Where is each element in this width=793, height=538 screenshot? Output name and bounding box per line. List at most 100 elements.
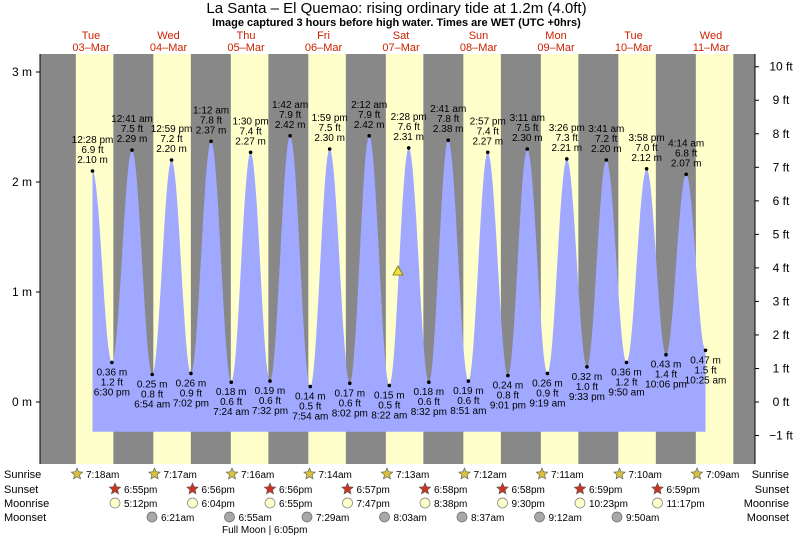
tide-extreme-point (367, 134, 371, 138)
extreme-m-label: 2.10 m (77, 155, 108, 166)
sunrise-icon (458, 467, 471, 480)
moonset-icon (456, 511, 468, 523)
sunrise-icon (225, 467, 239, 480)
sunrise-row-label-right: Sunrise (752, 469, 789, 481)
sunset-row-label-right: Sunset (755, 484, 789, 496)
sunrise-time: 7:18am (86, 470, 119, 481)
moonset-time: 8:37am (471, 513, 504, 524)
sunrise-row-label: Sunrise (4, 469, 41, 481)
extreme-time-label: 1:42 am (272, 100, 308, 111)
tide-extreme-point (485, 150, 490, 155)
extreme-time-label: 2:57 pm (470, 116, 506, 127)
tide-extreme-point (288, 134, 292, 138)
extreme-m-label: 0.32 m (572, 372, 603, 383)
day-of-week-label: Thu (237, 30, 256, 42)
extreme-m-label: 2.42 m (354, 120, 385, 131)
extreme-ft-label: 0.6 ft (418, 397, 440, 408)
day-of-week-label: Mon (545, 30, 566, 42)
moonrise-time: 6:55pm (279, 499, 312, 510)
extreme-m-label: 2.20 m (156, 144, 187, 155)
tide-extreme-point (268, 379, 272, 383)
full-moon-label: Full Moon | 6:05pm (222, 525, 307, 536)
date-label: 10–Mar (615, 42, 653, 54)
extreme-time-label: 9:50 am (608, 387, 644, 398)
extreme-m-label: 2.27 m (235, 136, 266, 147)
extreme-m-label: 2.31 m (393, 132, 424, 143)
extreme-m-label: 2.29 m (117, 134, 148, 145)
extreme-m-label: 0.47 m (690, 355, 721, 366)
extreme-m-label: 0.19 m (453, 386, 484, 397)
tide-extreme-point (644, 167, 649, 171)
tide-extreme-point (506, 373, 510, 378)
moonset-time: 7:29am (316, 513, 349, 524)
y-tick-label-ft: 9 ft (773, 93, 790, 107)
y-tick-label-ft: 7 ft (773, 160, 790, 174)
moonrise-icon (187, 497, 198, 509)
tide-extreme-point (545, 371, 550, 376)
sunset-icon (496, 482, 509, 495)
extreme-time-label: 8:32 pm (411, 407, 447, 418)
date-label: 06–Mar (305, 42, 343, 54)
y-tick-label-ft: 5 ft (773, 227, 790, 241)
tide-extreme-point (703, 348, 708, 353)
tide-extreme-point (466, 379, 471, 383)
extreme-ft-label: 7.5 ft (319, 123, 341, 134)
extreme-m-label: 0.36 m (611, 367, 642, 378)
extreme-ft-label: 0.8 ft (141, 390, 163, 401)
extreme-time-label: 8:22 am (371, 411, 407, 422)
y-tick-label-ft: −1 ft (769, 429, 793, 443)
tide-extreme-point (684, 172, 688, 177)
y-tick-label-m: 2 m (12, 175, 32, 189)
moonset-row-label: Moonset (4, 512, 46, 524)
moonrise-time: 9:30pm (512, 499, 545, 510)
sunrise-time: 7:10am (629, 470, 662, 481)
extreme-ft-label: 0.8 ft (497, 391, 519, 402)
date-label: 07–Mar (382, 42, 420, 54)
tide-extreme-point (565, 157, 569, 161)
sunset-icon (186, 482, 199, 495)
extreme-time-label: 7:32 pm (252, 406, 288, 417)
extreme-time-label: 2:41 am (430, 104, 466, 115)
sunset-icon (108, 482, 122, 495)
sunset-time: 6:58pm (512, 485, 545, 496)
extreme-m-label: 2.30 m (314, 133, 345, 144)
tide-extreme-point (150, 372, 154, 377)
extreme-ft-label: 1.4 ft (655, 370, 677, 381)
tide-extreme-point (446, 138, 451, 142)
extreme-ft-label: 0.6 ft (259, 396, 281, 407)
tide-curve-layer (92, 135, 706, 432)
current-tide-marker (392, 265, 404, 276)
y-tick-label-m: 3 m (12, 65, 32, 79)
tide-extreme-point (348, 381, 352, 386)
extreme-time-label: 12:41 am (111, 114, 153, 125)
moonset-time: 6:21am (161, 513, 194, 524)
extreme-time-label: 1:59 pm (312, 113, 348, 124)
extreme-m-label: 0.18 m (216, 387, 247, 398)
extreme-time-label: 8:02 pm (332, 408, 368, 419)
tide-extreme-point (90, 169, 95, 173)
extreme-ft-label: 7.3 ft (556, 133, 578, 144)
moonrise-icon (497, 497, 508, 509)
moonset-time: 6:55am (239, 513, 272, 524)
sunset-icon (263, 482, 277, 495)
extreme-time-label: 6:30 pm (94, 387, 130, 398)
y-tick-label-ft: 0 ft (773, 395, 790, 409)
tide-extreme-point (427, 380, 431, 385)
sunset-icon (573, 482, 587, 495)
extreme-time-label: 9:01 pm (490, 401, 526, 412)
tide-extreme-point (229, 380, 234, 385)
sunrise-time: 7:16am (241, 470, 274, 481)
moonrise-row-label-right: Moonrise (744, 498, 789, 510)
extreme-ft-label: 0.9 ft (180, 388, 202, 399)
moonrise-time: 10:23pm (589, 499, 628, 510)
sunrise-time: 7:12am (474, 470, 507, 481)
y-tick-label-ft: 8 ft (773, 127, 790, 141)
moonrise-icon (574, 497, 586, 509)
sunrise-time: 7:13am (396, 470, 429, 481)
sunset-icon (651, 482, 664, 495)
extreme-ft-label: 0.6 ft (339, 398, 361, 409)
tide-extreme-point (525, 147, 530, 151)
y-tick-label-ft: 2 ft (773, 328, 790, 342)
sunset-time: 6:56pm (202, 485, 235, 496)
y-tick-label-ft: 3 ft (773, 294, 790, 308)
